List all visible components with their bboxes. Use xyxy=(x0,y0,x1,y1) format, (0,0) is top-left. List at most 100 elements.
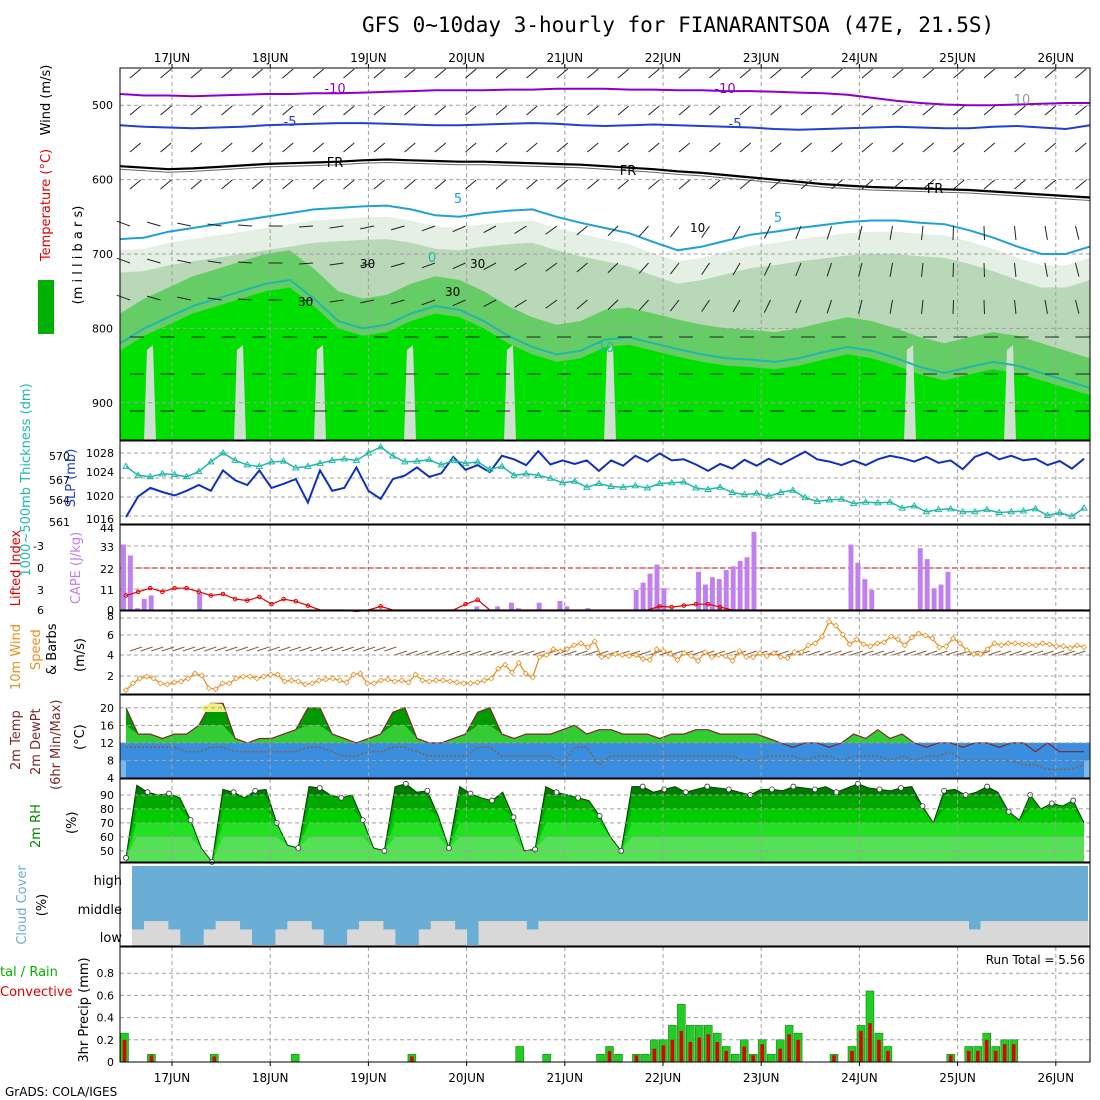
wind-barb xyxy=(858,262,863,277)
low-cloud-bar xyxy=(908,921,922,946)
wind-speed-marker xyxy=(832,622,839,629)
rh-marker xyxy=(338,794,345,801)
date-label: 18JUN xyxy=(252,51,289,65)
wind-speed-marker xyxy=(240,673,247,680)
precip-conv-bar xyxy=(652,1048,657,1062)
wind-barb xyxy=(892,105,904,116)
wind-barb xyxy=(282,68,294,79)
wind-speed-marker xyxy=(1080,644,1088,651)
wind-barb xyxy=(221,105,233,116)
date-label: 17JUN xyxy=(154,1071,191,1085)
wind-barb xyxy=(607,299,619,311)
precip-total-bar xyxy=(641,1053,650,1063)
wind-barb-10m xyxy=(447,650,461,656)
cape-bar xyxy=(197,593,203,610)
wind-speed-marker xyxy=(812,640,819,647)
wind-barb-10m xyxy=(341,646,355,652)
rh-marker xyxy=(898,785,904,791)
wind-speed-marker xyxy=(681,650,688,657)
wind-speed-marker xyxy=(164,681,171,688)
low-cloud-bar xyxy=(705,921,719,946)
wind-speed-marker xyxy=(653,646,660,653)
precip-conv-bar xyxy=(742,1046,747,1062)
ylabel-rh2m: 2m RH xyxy=(29,804,44,848)
cape-bar xyxy=(633,590,639,610)
precip-total-bar xyxy=(515,1046,524,1063)
precip-conv-bar xyxy=(1011,1044,1016,1062)
cape-bar xyxy=(564,606,570,610)
ylabel-convective: Convective xyxy=(0,985,73,1000)
rh-marker xyxy=(489,797,495,804)
wind-barb xyxy=(421,299,436,306)
date-label: 26JUN xyxy=(1038,1071,1075,1085)
slp-tick: 1024 xyxy=(86,466,114,479)
thickness-marker xyxy=(776,488,785,495)
rh-marker xyxy=(510,814,517,821)
wind-speed-marker xyxy=(598,653,605,661)
wind-barb xyxy=(826,225,832,240)
wind-barb xyxy=(160,142,172,153)
thickness-marker xyxy=(388,451,397,459)
cape-tick: 22 xyxy=(100,563,114,576)
isotherm-5 xyxy=(119,204,1091,255)
wind-barb xyxy=(1014,105,1026,116)
wind-barb-10m xyxy=(649,650,662,656)
precip-conv-bar xyxy=(993,1050,998,1062)
wind-speed-marker xyxy=(949,635,957,642)
thickness-marker xyxy=(219,448,227,456)
wind-barb xyxy=(495,142,508,153)
date-label: 19JUN xyxy=(350,51,387,65)
thickness-marker xyxy=(970,507,979,515)
wind-speed-marker xyxy=(777,653,784,661)
wind-barb xyxy=(282,105,294,116)
wind-speed-marker xyxy=(591,638,598,645)
wind-speed-marker xyxy=(460,680,467,687)
wind-barb xyxy=(526,142,538,153)
wind-barb xyxy=(701,299,710,312)
dry-column xyxy=(314,345,326,440)
low-cloud-bar xyxy=(155,921,169,946)
low-cloud-bar xyxy=(729,921,742,946)
wind-speed-marker xyxy=(122,687,130,694)
thickness-marker xyxy=(655,479,664,486)
thickness-marker xyxy=(498,462,506,469)
wind-barb xyxy=(1075,142,1087,153)
wind-speed-marker xyxy=(1032,642,1039,649)
low-cloud-bar xyxy=(287,921,300,946)
cape-bar xyxy=(509,602,514,610)
rh-marker xyxy=(553,789,560,796)
thickness-marker xyxy=(267,457,276,465)
wind-barb xyxy=(434,105,447,116)
rh-tick: 90 xyxy=(100,789,114,802)
wind-speed-marker xyxy=(874,640,881,647)
thickness-marker xyxy=(582,483,591,490)
thickness-marker xyxy=(510,471,518,478)
wind-speed-marker xyxy=(922,632,929,639)
wind-speed-marker xyxy=(350,671,357,678)
low-cloud-bar xyxy=(526,929,539,946)
wind-speed-marker xyxy=(288,677,295,684)
rh-marker xyxy=(725,786,732,793)
isotherm-label: FR xyxy=(620,164,637,179)
thickness-marker xyxy=(789,486,797,493)
isotherm-label: 10 xyxy=(598,341,615,356)
date-label: 26JUN xyxy=(1038,51,1075,65)
wind-barb xyxy=(514,299,527,308)
wind-barb xyxy=(116,257,131,264)
wind-speed-marker xyxy=(529,674,536,681)
rh-marker xyxy=(187,817,194,824)
li-marker xyxy=(184,585,189,591)
isotherm-label: 10 xyxy=(1014,93,1031,108)
wind-barb xyxy=(576,225,588,236)
thickness-marker xyxy=(983,505,991,513)
wind-speed-marker xyxy=(984,646,991,653)
rh-tick: 80 xyxy=(100,803,114,816)
precip-conv-bar xyxy=(751,1055,755,1062)
wind-barb xyxy=(732,299,741,313)
thickness-marker xyxy=(740,490,749,498)
rh-marker xyxy=(811,786,818,793)
wind-speed-marker xyxy=(557,648,564,655)
cape-bar xyxy=(557,600,563,610)
pressure-tick: 900 xyxy=(92,397,113,410)
